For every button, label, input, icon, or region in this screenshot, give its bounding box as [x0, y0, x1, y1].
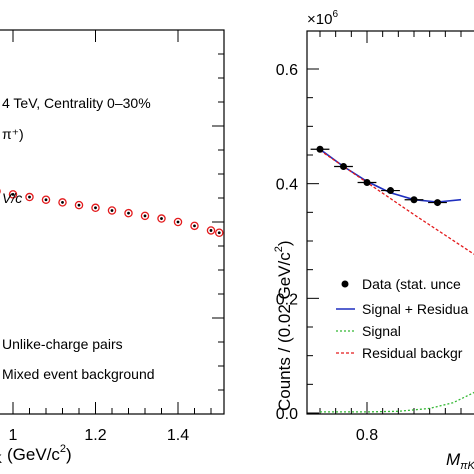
mixed-background-point: [124, 208, 133, 218]
right-ylabel-main: Counts / (0.02 GeV/c: [275, 252, 294, 411]
signal-curve: [320, 391, 474, 413]
right-y-tick-label: 0.2: [276, 291, 298, 308]
mixed-background-point: [25, 192, 34, 202]
right-x-axis-label: MπK: [446, 450, 474, 472]
signal-plus-residual-curve: [319, 148, 462, 203]
right-y-tick-label: 0.4: [276, 177, 298, 194]
left-annotation-energy: 4 TeV, Centrality 0–30%: [2, 95, 151, 111]
left-plot-frame: [0, 29, 225, 415]
left-legend-label-unlike: Unlike-charge pairs: [2, 336, 123, 352]
left-panel: 1 1.2 1.4 4 TeV, Centrality 0–30% π⁺) V/c …: [0, 29, 225, 466]
right-ylabel-sup: 2: [273, 246, 285, 252]
right-y-tick-label: 0.0: [276, 406, 298, 423]
right-legend: Data (stat. unce Signal + Residua Signal…: [336, 276, 468, 361]
right-x-ticks: [319, 31, 462, 414]
data-point: [363, 179, 371, 187]
unlike-charge-point: [77, 203, 81, 207]
left-xlabel-main: (GeV/c: [7, 445, 60, 464]
unlike-charge-point: [11, 192, 15, 196]
unlike-charge-point: [28, 195, 31, 199]
unlike-charge-point: [176, 220, 180, 224]
mixed-background-point: [140, 211, 150, 221]
unlike-charge-point: [209, 229, 213, 232]
legend-label-data: Data (stat. unce: [362, 276, 461, 292]
unlike-charge-point: [143, 214, 147, 218]
mixed-background-point: [173, 217, 183, 227]
unlike-charge-point: [217, 231, 221, 235]
mixed-background-point: [206, 226, 216, 235]
data-point: [387, 187, 394, 195]
right-xlabel-sub: πK: [460, 460, 474, 472]
right-data-points: [310, 145, 447, 207]
left-annotation-unit: V/c: [2, 190, 22, 206]
mixed-background-point: [41, 195, 51, 204]
unlike-charge-point: [127, 211, 130, 215]
mixed-background-point: [91, 203, 100, 213]
data-point: [434, 199, 441, 207]
left-xlabel-close: ): [66, 445, 72, 464]
right-x-tick-labels: 0.8: [356, 427, 378, 444]
right-multiplier: ×106: [307, 9, 338, 28]
unlike-charge-point: [44, 198, 48, 202]
left-x-tick-label: 1.2: [84, 427, 106, 444]
mixed-background-point: [214, 228, 224, 238]
legend-marker-data: [341, 280, 349, 288]
data-point: [340, 162, 347, 170]
unlike-charge-point: [160, 217, 163, 220]
right-y-tick-labels: 0.0 0.2 0.4 0.6: [276, 62, 298, 423]
legend-label-signal-residual: Signal + Residua: [362, 301, 468, 317]
legend-label-residual-background: Residual backgr: [362, 345, 463, 361]
right-x-tick-label: 0.8: [356, 427, 378, 444]
left-legend-label-mixed: Mixed event background: [2, 366, 155, 382]
left-x-ticks: [12, 29, 224, 415]
left-annotation-pion: π⁺): [2, 126, 24, 142]
right-multiplier-exp: 6: [332, 9, 338, 20]
mixed-background-point: [58, 198, 67, 207]
right-plot-frame: [306, 30, 474, 415]
right-multiplier-base: ×10: [307, 11, 332, 28]
unlike-charge-point: [94, 206, 97, 210]
mixed-background-point: [8, 190, 18, 199]
right-xlabel-main: M: [446, 450, 461, 469]
right-y-ticks: [307, 68, 319, 414]
left-data-markers: [0, 188, 224, 238]
mixed-background-point: [157, 214, 166, 223]
residual-background-curve: [319, 149, 474, 255]
mixed-background-point: [107, 206, 117, 215]
svg-text:K(GeV/c2): K (GeV/c2): [0, 443, 72, 466]
mixed-background-point: [190, 221, 199, 231]
data-point: [316, 145, 324, 153]
left-x-tick-label: 1.4: [167, 427, 189, 444]
left-xlabel-sub: K: [0, 452, 2, 466]
right-y-tick-label: 0.6: [276, 62, 298, 79]
unlike-charge-point: [193, 224, 196, 228]
left-xlabel-sup: 2: [60, 443, 66, 455]
unlike-charge-point: [110, 209, 114, 212]
data-point: [410, 196, 418, 204]
left-x-tick-labels: 1 1.2 1.4: [9, 427, 190, 444]
right-y-axis-label: Counts / (0.02 GeV/c2): [273, 240, 294, 411]
mixed-background-point: [74, 200, 84, 210]
legend-label-signal: Signal: [362, 323, 401, 339]
left-x-axis-label: K (GeV/c2): [0, 443, 72, 466]
right-panel: 0.0 0.2 0.4 0.6 0.8 ×106 Counts / (0.02 GeV…: [273, 9, 474, 472]
right-ylabel-close: ): [275, 240, 294, 246]
unlike-charge-point: [61, 201, 64, 204]
left-legend: Unlike-charge pairs Mixed event backgrou…: [2, 336, 155, 382]
left-x-tick-label: 1: [9, 427, 18, 444]
